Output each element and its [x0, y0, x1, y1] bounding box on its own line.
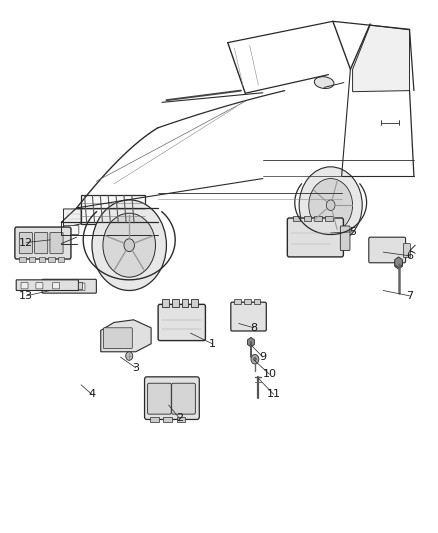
FancyBboxPatch shape	[35, 232, 48, 254]
Text: 8: 8	[251, 323, 258, 333]
FancyBboxPatch shape	[287, 218, 343, 257]
FancyBboxPatch shape	[77, 283, 85, 290]
FancyBboxPatch shape	[340, 226, 350, 251]
Ellipse shape	[314, 77, 334, 88]
FancyBboxPatch shape	[172, 383, 195, 414]
Circle shape	[92, 200, 166, 290]
FancyBboxPatch shape	[64, 225, 79, 235]
FancyBboxPatch shape	[158, 304, 205, 341]
Bar	[182, 299, 188, 307]
Circle shape	[309, 179, 353, 232]
FancyBboxPatch shape	[19, 232, 32, 254]
Text: 3: 3	[132, 363, 139, 373]
Bar	[40, 285, 45, 290]
FancyBboxPatch shape	[62, 283, 70, 290]
Circle shape	[124, 239, 134, 252]
Bar	[172, 299, 179, 307]
Text: 10: 10	[262, 369, 276, 379]
Text: 4: 4	[88, 390, 95, 399]
Bar	[78, 282, 82, 289]
Bar	[19, 257, 26, 262]
Polygon shape	[64, 209, 81, 228]
FancyBboxPatch shape	[403, 244, 410, 257]
Text: 5: 5	[349, 227, 356, 237]
FancyBboxPatch shape	[46, 283, 54, 290]
Circle shape	[103, 213, 155, 277]
Circle shape	[126, 352, 133, 360]
Bar	[48, 257, 55, 262]
Bar	[244, 299, 251, 304]
FancyBboxPatch shape	[103, 328, 132, 349]
Text: 9: 9	[259, 352, 266, 362]
Bar	[150, 417, 159, 422]
Bar	[191, 299, 198, 307]
FancyBboxPatch shape	[231, 302, 266, 331]
Bar	[163, 417, 172, 422]
Bar	[58, 257, 64, 262]
Bar	[304, 216, 311, 221]
Circle shape	[299, 167, 362, 244]
Bar	[254, 299, 260, 304]
FancyBboxPatch shape	[42, 279, 96, 293]
FancyBboxPatch shape	[145, 377, 199, 419]
Polygon shape	[101, 320, 151, 352]
Circle shape	[254, 358, 256, 361]
Text: 13: 13	[19, 291, 33, 301]
FancyBboxPatch shape	[53, 282, 60, 289]
FancyBboxPatch shape	[369, 237, 406, 263]
FancyBboxPatch shape	[16, 280, 78, 290]
FancyBboxPatch shape	[21, 282, 28, 289]
Text: 6: 6	[406, 251, 413, 261]
Bar	[293, 216, 300, 221]
Text: 2: 2	[176, 414, 183, 423]
FancyBboxPatch shape	[15, 227, 71, 259]
Bar	[177, 417, 185, 422]
Text: 7: 7	[406, 291, 413, 301]
Polygon shape	[353, 25, 410, 92]
Bar	[325, 216, 333, 221]
Text: 11: 11	[267, 390, 281, 399]
FancyBboxPatch shape	[148, 383, 171, 414]
Circle shape	[251, 354, 259, 364]
Bar	[29, 257, 35, 262]
Bar	[162, 299, 169, 307]
FancyBboxPatch shape	[81, 195, 145, 224]
Bar	[234, 299, 241, 304]
FancyBboxPatch shape	[36, 282, 43, 289]
Circle shape	[326, 200, 335, 211]
Text: 12: 12	[19, 238, 33, 247]
Bar	[39, 257, 45, 262]
FancyBboxPatch shape	[50, 232, 63, 254]
Text: 1: 1	[209, 339, 216, 349]
Bar	[314, 216, 322, 221]
